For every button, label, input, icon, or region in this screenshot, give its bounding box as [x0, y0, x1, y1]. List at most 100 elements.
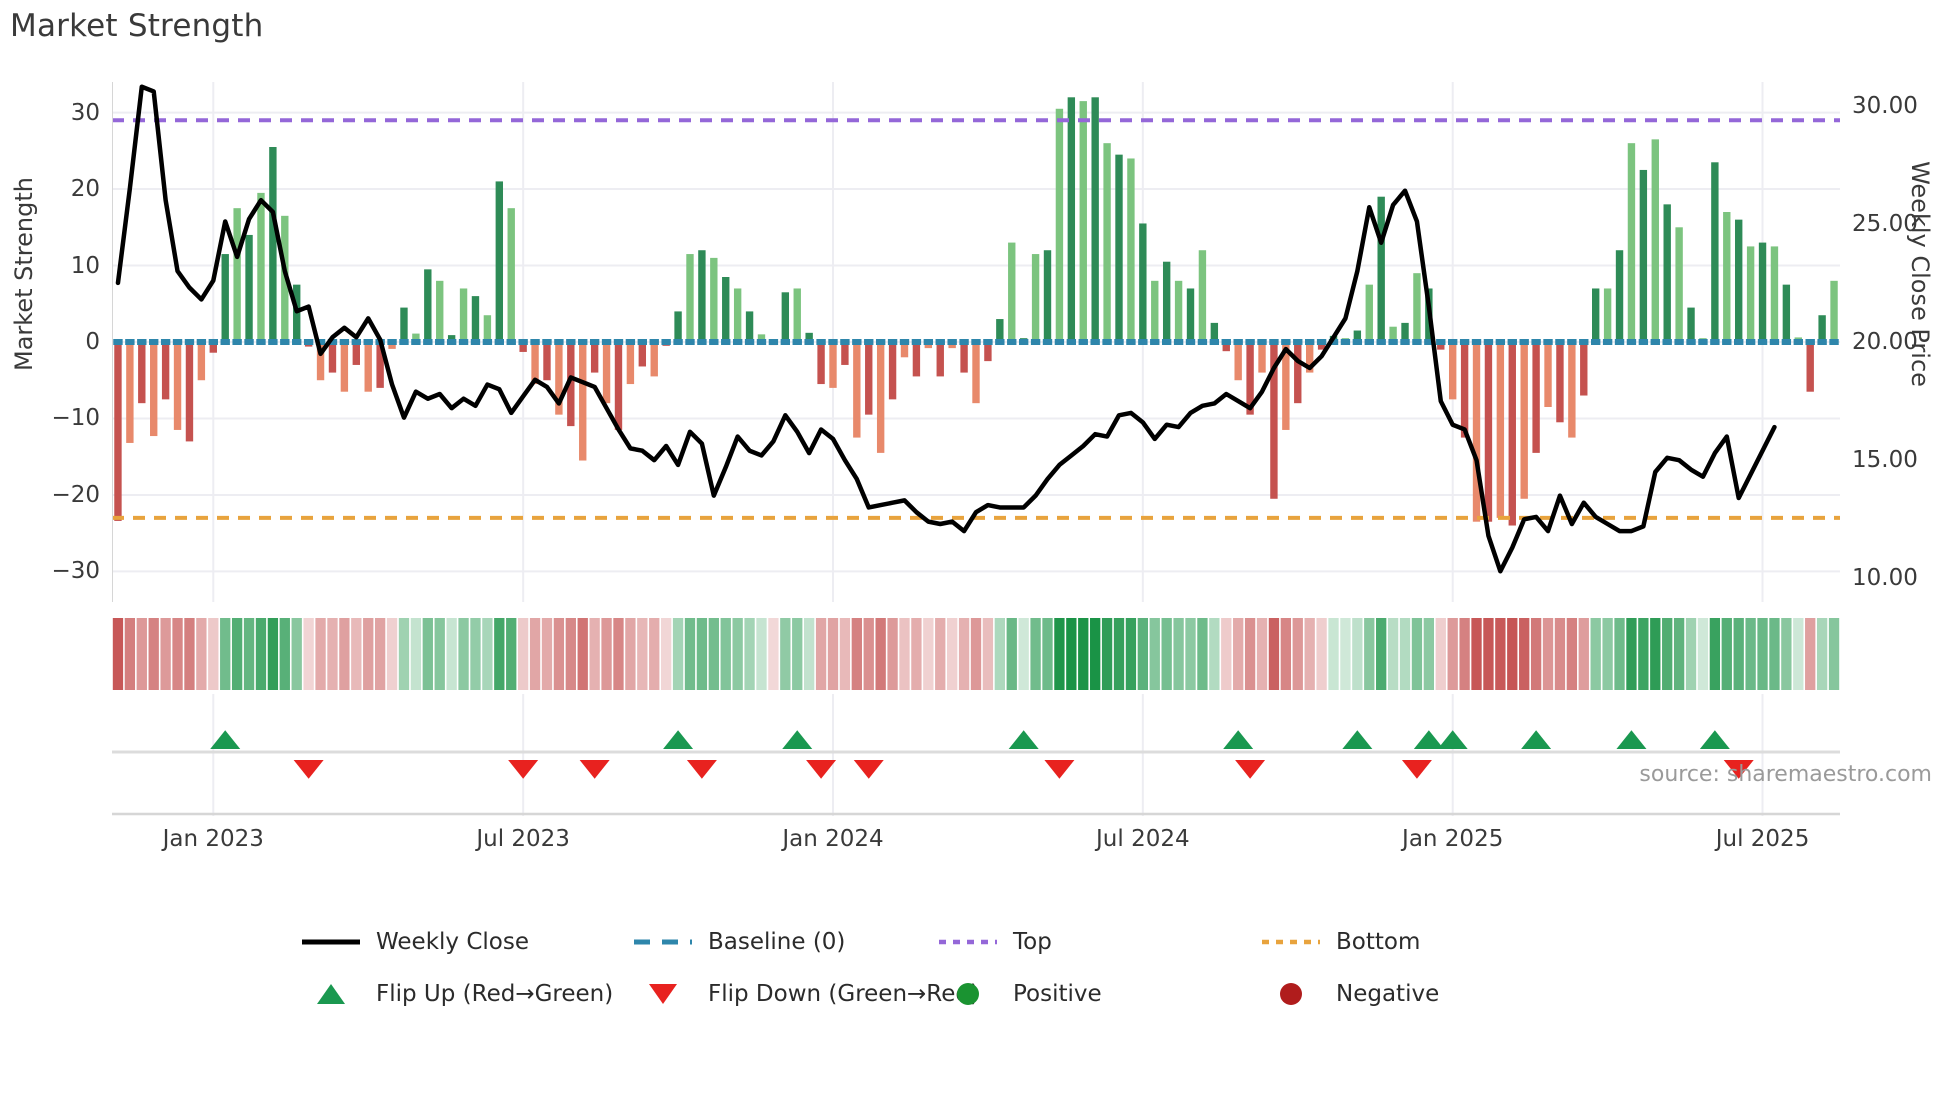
heatmap-cell [804, 618, 815, 690]
heatmap-cell [875, 618, 886, 690]
legend-label-positive: Positive [1013, 981, 1102, 1007]
strength-bar [507, 208, 515, 342]
heatmap-cell [386, 618, 398, 690]
legend-item-weekly-close[interactable]: Weekly Close [300, 918, 529, 966]
y-axis-ticks-left: 30 20 10 0 −10 −20 −30 [0, 82, 100, 602]
strength-bar [245, 234, 253, 342]
heatmap-cell [1459, 618, 1470, 690]
strength-bar [1389, 326, 1397, 342]
heatmap-cell [1816, 618, 1828, 690]
strength-bar [1437, 342, 1445, 350]
heatmap-cell [625, 618, 636, 690]
heatmap-cell [1256, 618, 1268, 690]
strength-bar [972, 342, 980, 404]
legend-item-negative[interactable]: Negative [1260, 970, 1439, 1018]
heatmap-cell [506, 618, 517, 690]
flip-down-marker [853, 760, 884, 779]
heatmap-cell [1733, 618, 1744, 690]
x-axis-ticks: Jan 2023 Jul 2023 Jan 2024 Jul 2024 Jan 2025… [112, 826, 1840, 866]
legend-item-baseline[interactable]: Baseline (0) [632, 918, 845, 966]
heatmap-cell [458, 618, 469, 690]
heatmap-cell [923, 618, 934, 690]
legend-label-negative: Negative [1336, 981, 1440, 1007]
heatmap-cell [553, 618, 565, 690]
flip-down-marker [1235, 760, 1266, 779]
strength-bar [1532, 342, 1540, 453]
strength-bar [876, 342, 885, 453]
heatmap-cell [124, 618, 136, 690]
strength-bar [185, 342, 194, 442]
strength-bar [412, 333, 420, 342]
heatmap-cell [1614, 618, 1625, 690]
strength-bar [1496, 342, 1505, 518]
strength-bar [1222, 342, 1230, 352]
heatmap-cell [1721, 618, 1732, 690]
strength-bar [1806, 342, 1814, 392]
strength-bar [436, 280, 444, 342]
strength-bar [257, 192, 265, 342]
strength-bar [960, 342, 968, 373]
strength-bar [1270, 342, 1278, 499]
legend-label-baseline: Baseline (0) [708, 929, 846, 955]
heatmap-cell [1697, 618, 1709, 690]
strength-bar [376, 342, 384, 388]
x-tick: Jul 2024 [1096, 826, 1190, 852]
heatmap-cell [1137, 618, 1148, 690]
strength-bar [1353, 330, 1362, 342]
strength-bar [1294, 342, 1302, 404]
strength-bar [1460, 342, 1469, 438]
flip-up-marker [1008, 730, 1039, 749]
y-tick-right: 25.00 [1852, 210, 1918, 237]
strength-bar [602, 342, 611, 404]
heatmap-cell [1161, 618, 1172, 690]
heatmap-cell [1292, 618, 1303, 690]
strength-bar [1472, 342, 1481, 522]
heatmap-cell [208, 618, 219, 690]
strength-bar [745, 311, 754, 342]
legend-item-top[interactable]: Top [937, 918, 1052, 966]
x-tick: Jan 2024 [782, 826, 884, 852]
strength-bar [1735, 219, 1743, 342]
heatmap-cell [339, 618, 350, 690]
legend-item-bottom[interactable]: Bottom [1260, 918, 1420, 966]
heatmap-cell [899, 618, 910, 690]
strength-bar [757, 334, 766, 342]
strength-bar [1413, 273, 1421, 342]
legend-item-flip-down[interactable]: Flip Down (Green→Red) [632, 970, 979, 1018]
strength-bar [1031, 254, 1040, 342]
strength-bar [674, 311, 682, 342]
heatmap-cell [398, 618, 410, 690]
strength-bar [424, 269, 432, 342]
heatmap-cell [541, 618, 553, 690]
legend-swatch-top [937, 929, 999, 955]
strength-bar [948, 342, 956, 349]
strength-bar [543, 342, 551, 381]
strength-bar [340, 342, 349, 392]
strength-bar [650, 342, 658, 377]
heatmap-cell [517, 618, 529, 690]
strength-bar [519, 342, 527, 352]
heatmap-cell [315, 618, 326, 690]
strength-bar [233, 208, 241, 342]
heatmap-cell [863, 618, 874, 690]
heatmap-cell [1435, 618, 1446, 690]
strength-bar [638, 342, 647, 367]
legend-item-positive[interactable]: Positive [937, 970, 1102, 1018]
y-tick-right: 10.00 [1852, 565, 1918, 592]
strength-bar [1151, 280, 1159, 342]
strength-bar [1484, 342, 1493, 522]
heatmap-cell [243, 618, 255, 690]
strength-bar [459, 288, 468, 342]
strength-bar [1711, 162, 1719, 342]
flip-up-marker [1616, 730, 1647, 749]
main-plot-svg [112, 82, 1840, 602]
strength-bar [150, 342, 158, 437]
heatmap-cell [1268, 618, 1280, 690]
strength-bar [722, 277, 730, 342]
heatmap-cell [1221, 618, 1232, 690]
strength-bar [1687, 307, 1695, 342]
legend-item-flip-up[interactable]: Flip Up (Red→Green) [300, 970, 613, 1018]
strength-bar [841, 342, 849, 365]
strength-bar [1663, 204, 1671, 342]
heatmap-cell [1685, 618, 1697, 690]
